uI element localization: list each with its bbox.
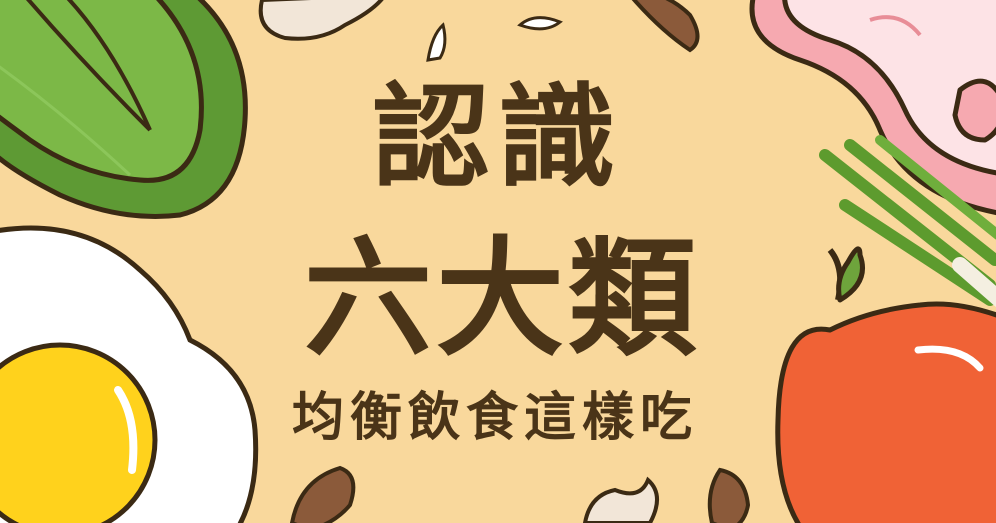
- meat-icon: [749, 0, 996, 216]
- almond-icon: [289, 0, 751, 523]
- egg-icon: [0, 225, 259, 523]
- apple-icon: [775, 246, 996, 523]
- cabbage-icon: [0, 0, 248, 219]
- rice-icon: [426, 16, 563, 62]
- scallion-icon: [819, 135, 996, 307]
- cashew-icon: [258, 0, 659, 523]
